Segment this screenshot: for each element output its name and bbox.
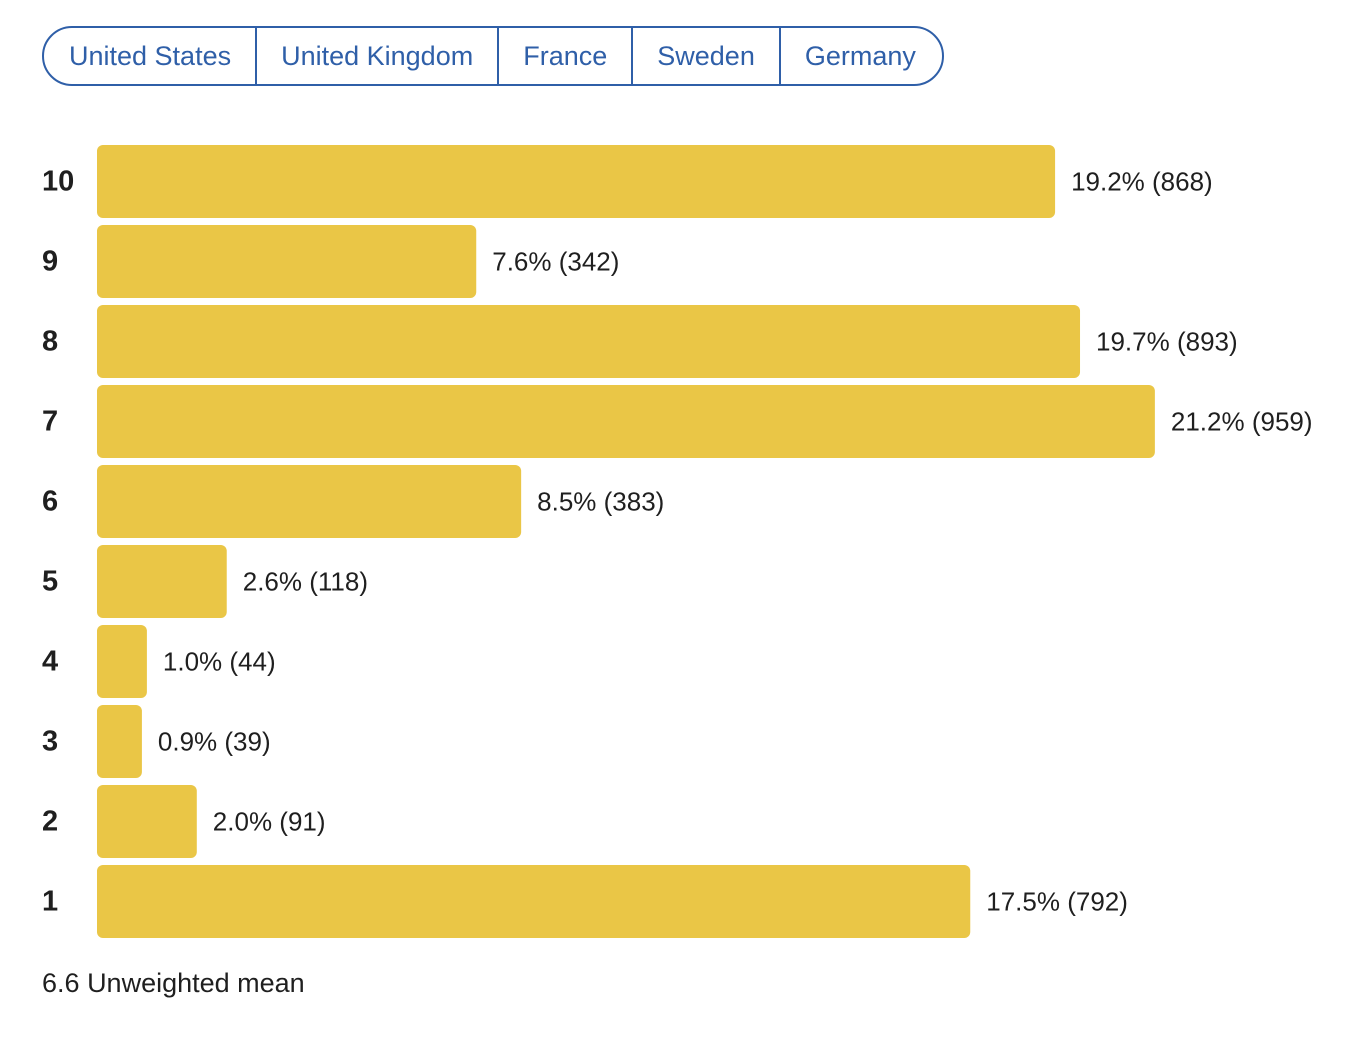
category-label-1: 1 [42, 886, 58, 918]
unweighted-mean: 6.6 Unweighted mean [42, 968, 305, 999]
data-label-3: 0.9% (39) [158, 727, 271, 757]
tab-sweden[interactable]: Sweden [633, 28, 781, 84]
data-label-5: 2.6% (118) [243, 567, 368, 597]
mean-label: Unweighted mean [87, 968, 305, 998]
data-label-8: 19.7% (893) [1096, 327, 1238, 357]
bar-10 [97, 145, 1056, 218]
category-label-3: 3 [42, 726, 58, 758]
category-label-6: 6 [42, 486, 58, 518]
category-label-8: 8 [42, 326, 58, 358]
data-label-4: 1.0% (44) [163, 647, 276, 677]
tab-france[interactable]: France [499, 28, 634, 84]
data-label-6: 8.5% (383) [537, 487, 664, 517]
category-label-7: 7 [42, 406, 58, 438]
bar-9 [97, 225, 477, 298]
data-label-9: 7.6% (342) [492, 247, 619, 277]
data-label-7: 21.2% (959) [1171, 407, 1313, 437]
bar-4 [97, 625, 147, 698]
tab-united-kingdom[interactable]: United Kingdom [257, 28, 500, 84]
country-tabs: United States United Kingdom France Swed… [42, 26, 944, 86]
category-label-9: 9 [42, 246, 58, 278]
category-label-10: 10 [42, 166, 74, 198]
bar-7 [97, 385, 1155, 458]
data-label-1: 17.5% (792) [986, 887, 1128, 917]
tab-united-states[interactable]: United States [44, 28, 258, 84]
bar-3 [97, 705, 142, 778]
bar-6 [97, 465, 522, 538]
bar-1 [97, 865, 971, 938]
bar-chart: 10 19.2% (868)9 7.6% (342)8 19.7% (893)7 21.… [42, 145, 1313, 938]
bar-8 [97, 305, 1081, 378]
bar-2 [97, 785, 197, 858]
mean-value: 6.6 [42, 968, 80, 998]
data-label-10: 19.2% (868) [1071, 167, 1213, 197]
bar-5 [97, 545, 227, 618]
tab-germany[interactable]: Germany [804, 41, 916, 71]
category-label-5: 5 [42, 566, 58, 598]
data-label-2: 2.0% (91) [213, 807, 326, 837]
category-label-2: 2 [42, 806, 58, 838]
category-label-4: 4 [42, 646, 58, 678]
